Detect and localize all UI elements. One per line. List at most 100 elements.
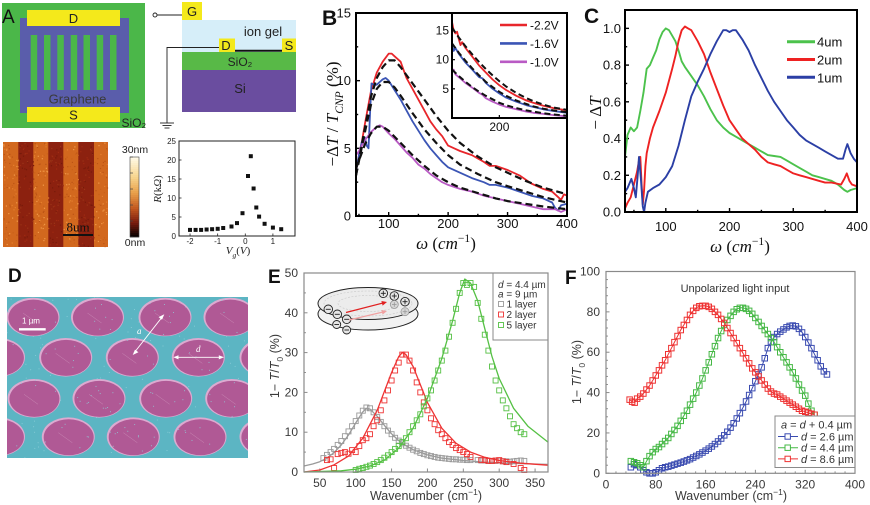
afm-grain [73, 239, 75, 241]
surface-speck [191, 439, 193, 441]
surface-speck [184, 390, 186, 392]
data-point [388, 449, 395, 456]
label-segment: T [323, 135, 342, 146]
ion-gel-layer [182, 20, 296, 52]
afm-grain [45, 146, 47, 148]
y-tick-label: 25 [167, 137, 176, 146]
surface-speck [35, 355, 37, 356]
data-point [235, 221, 239, 226]
afm-grain [38, 163, 40, 166]
afm-grain [52, 199, 54, 201]
data-point [496, 387, 503, 394]
surface-speck [114, 433, 116, 435]
data-point [359, 437, 366, 444]
label-segment: ( [722, 237, 732, 256]
data-point [377, 407, 384, 414]
ribbon-gap [83, 35, 90, 90]
nanodisk [241, 345, 248, 371]
surface-speck [60, 399, 62, 401]
afm-grain [66, 228, 68, 230]
surface-speck [30, 369, 32, 371]
surface-speck [99, 377, 101, 379]
positive-charge-icon [400, 307, 410, 317]
substrate-label: SiO₂ [122, 116, 147, 130]
afm-grain [38, 175, 40, 177]
nanodisk [7, 340, 24, 375]
afm-grain [20, 224, 22, 226]
colorbar-step [130, 211, 139, 214]
colorbar-step [130, 215, 139, 218]
afm-grain [53, 180, 55, 182]
afm-grain [33, 178, 35, 180]
data-point [453, 445, 460, 452]
data-point [517, 465, 524, 471]
afm-grain [16, 234, 18, 236]
data-point [338, 438, 345, 444]
surface-speck [174, 401, 176, 403]
surface-speck [185, 306, 186, 308]
afm-grain [65, 173, 67, 175]
afm-grain [51, 155, 53, 157]
colorbar-step [130, 185, 139, 188]
negative-charge-icon [323, 304, 334, 315]
data-point [438, 431, 445, 438]
afm-grain [35, 193, 38, 196]
afm-grain [90, 218, 92, 220]
afm-grain [74, 188, 76, 190]
y-tick-label: 15 [436, 24, 450, 38]
afm-grain [57, 183, 59, 186]
y-tick-label: 40 [587, 386, 601, 400]
afm-grain [34, 172, 36, 174]
afm-grain [61, 171, 63, 173]
x-tick-label: 300 [489, 476, 509, 490]
plot-frame [624, 9, 858, 213]
afm-grain [40, 227, 42, 229]
data-point [257, 214, 262, 219]
surface-speck [105, 316, 107, 318]
surface-speck [76, 299, 78, 301]
afm-grain [62, 184, 64, 186]
legend-label: -1.0V [530, 55, 559, 69]
surface-speck [112, 445, 114, 447]
nanodisk [175, 419, 226, 456]
afm-grain [84, 181, 86, 183]
data-point [193, 227, 198, 232]
y-tick-label: 10 [285, 425, 299, 439]
data-point [683, 407, 691, 414]
legend: a = d + 0.4 µmd = 2.6 µmd = 4.4 µmd = 8.… [774, 415, 856, 468]
label-segment: −1 [458, 232, 471, 245]
afm-grain [4, 184, 6, 186]
plot-frame [605, 270, 856, 474]
afm-grain [32, 220, 34, 222]
afm-grain [16, 202, 18, 204]
x-tick-label: 160 [696, 477, 716, 491]
afm-grain [37, 199, 39, 201]
colorbar-step [130, 161, 139, 164]
y-tick-label: 10 [436, 53, 450, 67]
afm-ribbon-stripe [78, 142, 94, 247]
afm-grain [61, 162, 63, 165]
data-point [395, 443, 402, 450]
afm-grain [25, 169, 28, 171]
afm-grain [72, 237, 74, 239]
afm-grain [11, 185, 13, 187]
label-segment: ( [428, 234, 438, 253]
afm-grain [55, 157, 57, 159]
afm-grain [32, 183, 34, 185]
afm-grain [100, 204, 102, 206]
surface-speck [54, 348, 56, 350]
label-segment: ) [152, 175, 164, 179]
y-tick-label: 20 [587, 426, 601, 440]
afm-grain [105, 174, 107, 176]
y-tick-label: 0.2 [603, 168, 621, 183]
afm-grain [19, 145, 21, 147]
afm-scale-bar-label: 8um [66, 220, 89, 235]
afm-grain [49, 182, 52, 184]
afm-grain [62, 166, 64, 168]
afm-grain [98, 182, 100, 184]
inset-fit-line [451, 42, 568, 114]
afm-grain [106, 168, 108, 170]
data-point [823, 371, 831, 378]
afm-grain [34, 203, 36, 205]
data-point [388, 431, 395, 438]
